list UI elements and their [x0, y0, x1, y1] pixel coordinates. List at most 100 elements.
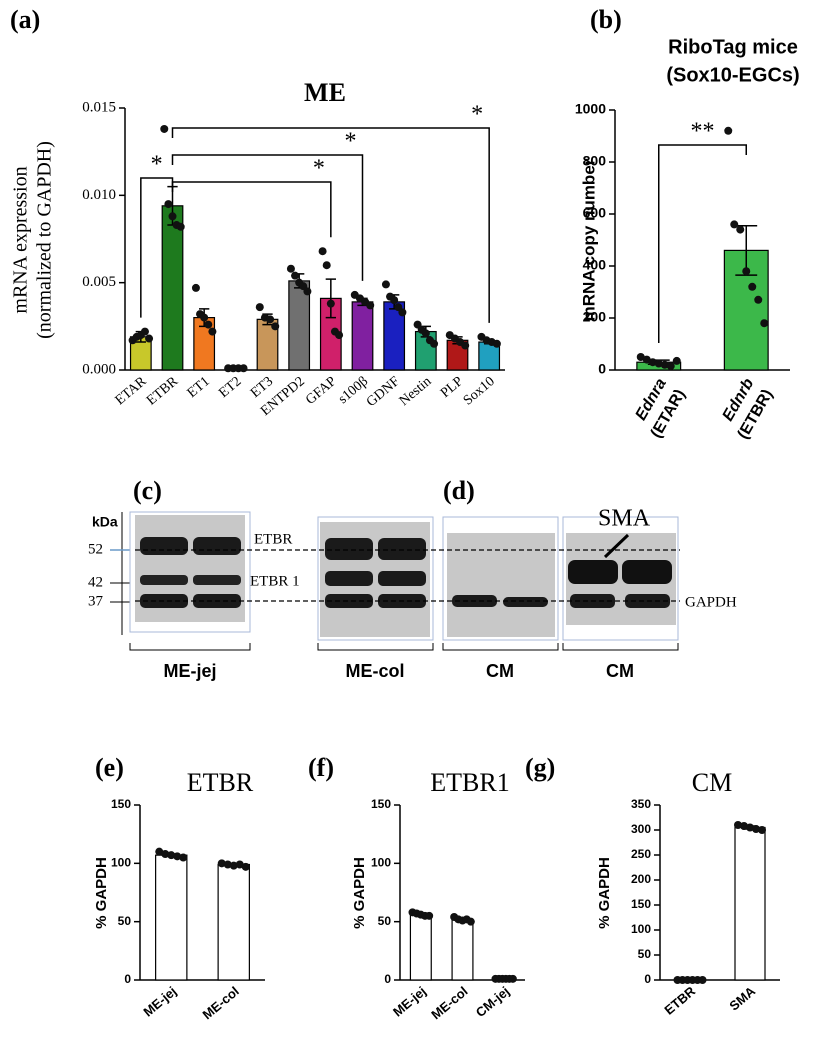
data-point [746, 823, 754, 832]
x-tick-label: ETAR [113, 374, 150, 409]
group-bracket [442, 643, 559, 651]
data-point [754, 295, 763, 304]
band-label: ETBR [254, 531, 292, 547]
data-point [366, 301, 375, 310]
data-point [335, 331, 344, 340]
data-point [160, 124, 169, 133]
data-point [398, 308, 407, 317]
unit-label: kDa [92, 514, 118, 530]
x-tick-label: GFAP [303, 374, 339, 408]
y-tick-label: 150 [371, 797, 391, 811]
marker-label: 42 [88, 574, 103, 590]
data-point [303, 287, 312, 296]
y-tick-label: 150 [111, 797, 131, 811]
error-bar [325, 278, 336, 319]
x-tick-label: ET2 [216, 374, 244, 401]
x-tick-label: SMA [726, 983, 758, 1013]
data-point [381, 280, 390, 289]
data-point [291, 271, 300, 280]
y-tick-label: 0.015 [82, 99, 116, 115]
y-tick-label: 0 [644, 972, 651, 986]
western-blots: (c) (d) kDa 52 42 37 [88, 476, 737, 681]
chart-title: (Sox10-EGCs) [666, 64, 799, 86]
significance-label: ** [691, 119, 715, 145]
blot-band [503, 597, 548, 607]
significance-bracket [171, 181, 332, 238]
panel-label: (c) [133, 476, 162, 505]
blot-band [378, 571, 426, 586]
data-point [466, 917, 475, 926]
blot-band [325, 538, 373, 560]
panel-label: (f) [308, 753, 334, 782]
data-point [161, 850, 170, 858]
x-tick-label-group: ME-jej [140, 983, 179, 1019]
data-point [698, 976, 707, 984]
data-point [642, 355, 651, 364]
y-axis-label: mRNA copy number [579, 158, 598, 321]
data-point [390, 296, 399, 305]
band-label: SMA [598, 506, 651, 532]
band-label: GAPDH [685, 594, 737, 610]
blot-band [193, 575, 241, 585]
blot-membrane [447, 533, 555, 637]
data-point [271, 322, 280, 331]
x-tick-label: ET1 [185, 374, 213, 401]
panel-label: (g) [525, 753, 555, 782]
panel-label: (a) [10, 5, 40, 34]
y-tick-label: 250 [631, 847, 651, 861]
marker-label: 52 [88, 541, 103, 557]
significance-bracket [658, 144, 747, 343]
x-tick-label-group: GFAP [303, 374, 339, 408]
y-tick-label: 200 [631, 872, 651, 886]
data-point [758, 826, 766, 834]
y-axis-label: (normalized to GAPDH) [34, 141, 56, 339]
data-point [748, 282, 757, 291]
bar [217, 863, 250, 981]
data-point [326, 299, 335, 308]
y-axis-label: mRNA expression [10, 166, 32, 313]
bar [451, 918, 474, 981]
panel-label: (b) [590, 5, 622, 34]
x-tick-label-group: GDNF [364, 374, 403, 410]
y-tick-label: 0.010 [82, 187, 116, 203]
y-axis-label: % GAPDH [351, 857, 368, 929]
y-tick-label: 100 [111, 856, 131, 870]
data-point [666, 362, 675, 371]
y-tick-label: 0 [384, 972, 391, 986]
x-tick-label-group: ETBR [144, 374, 182, 409]
chart: (a) ME mRNA expression (normalized to GAPDH… [10, 5, 505, 419]
x-tick-label-group: Sox10 [461, 374, 498, 409]
data-point [164, 200, 173, 209]
significance-label: * [313, 156, 325, 182]
data-point [322, 261, 331, 270]
band-label: ETBR 1 [250, 573, 300, 589]
x-tick-label-group: ET2 [216, 374, 244, 401]
data-point [654, 359, 663, 368]
x-tick-label: Nestin [397, 374, 435, 409]
chart-title: ETBR [187, 768, 254, 797]
data-point [235, 860, 244, 869]
chart-title: CM [692, 768, 732, 797]
panel-label: (e) [95, 753, 124, 782]
data-point [140, 327, 149, 336]
group-label: ME-col [345, 661, 404, 681]
data-point [672, 356, 681, 365]
data-point [255, 303, 264, 312]
y-tick-label: 100 [631, 922, 651, 936]
group-bracket [129, 643, 251, 651]
y-tick-label: 0.005 [82, 274, 116, 290]
data-point [508, 974, 517, 983]
blot-band [325, 594, 373, 608]
data-point [421, 329, 430, 338]
group-bracket [562, 643, 679, 651]
data-point [167, 851, 176, 860]
y-axis-label: % GAPDH [596, 857, 613, 929]
chart: (e) ETBR % GAPDH 0 50 100 150 ME-jej ME-col [93, 753, 265, 1022]
x-tick-label-group: Nestin [397, 374, 435, 409]
group-bracket [317, 643, 434, 651]
blot-band [568, 560, 618, 584]
data-point [760, 319, 769, 328]
x-tick-label: CM-jej [473, 983, 513, 1020]
x-tick-label-group: ET1 [185, 374, 213, 401]
